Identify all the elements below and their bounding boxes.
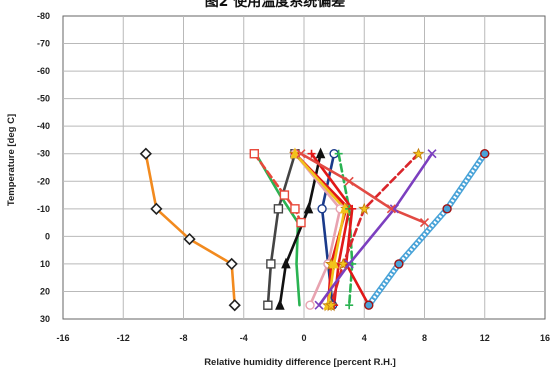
series-11-point-1	[348, 204, 357, 213]
series-line-4	[278, 152, 322, 307]
series-11-point-0	[307, 149, 316, 158]
series-12-point-1	[358, 202, 371, 215]
series-12-point-0	[412, 147, 425, 160]
x-tick-label-6: 8	[422, 333, 427, 343]
series-4-point-3	[275, 298, 285, 310]
x-tick-label-8: 16	[540, 333, 550, 343]
y-tick-label-4: -40	[37, 121, 50, 131]
series-6-point-3	[305, 300, 315, 310]
series-12-point-3	[325, 299, 338, 312]
series-line-14	[299, 152, 426, 224]
y-tick-label-6: -20	[37, 176, 50, 186]
series-line-10	[337, 152, 354, 307]
series-line-6	[293, 152, 342, 307]
series-10-point-0	[334, 149, 343, 158]
series-4-point-0	[315, 147, 326, 159]
y-tick-label-3: -50	[37, 94, 50, 104]
y-tick-label-1: -70	[37, 39, 50, 49]
series-0-point-1	[150, 202, 163, 215]
series-14-point-1	[344, 176, 354, 186]
y-tick-label-11: 30	[40, 314, 50, 324]
series-10-point-3	[345, 301, 354, 310]
series-line-11	[310, 152, 371, 307]
series-15-point-2	[394, 259, 404, 269]
series-0-point-4	[228, 299, 241, 312]
series-13-point-3	[314, 300, 324, 310]
x-tick-label-7: 12	[480, 333, 490, 343]
series-0-point-2	[183, 232, 196, 246]
series-0-point-3	[225, 257, 238, 271]
x-tick-label-0: -16	[56, 333, 69, 343]
series-13-point-0	[427, 149, 437, 159]
series-15-point-3	[364, 300, 374, 310]
x-axis-ticks: -16 -12 -8 -4 0 4 8 12 16	[56, 333, 550, 343]
y-tick-label-0: -80	[37, 11, 50, 21]
y-axis-ticks: -80 -70 -60 -50 -40 -30 -20 -10 0 10 20 30	[37, 11, 50, 324]
series-14-point-3	[419, 218, 430, 228]
series-line-15	[367, 152, 487, 307]
series-2-point-3	[296, 217, 306, 228]
series-3-point-3	[263, 300, 273, 310]
x-axis-label: Relative humidity difference [percent R.…	[204, 357, 396, 368]
series-13-point-1	[389, 204, 399, 214]
x-tick-label-5: 4	[362, 333, 367, 343]
series-line-9	[293, 152, 346, 307]
gridlines	[63, 16, 545, 319]
y-tick-label-2: -60	[37, 66, 50, 76]
x-tick-label-1: -12	[117, 333, 130, 343]
series-2-point-1	[279, 190, 290, 200]
series-9-point-2	[329, 257, 339, 269]
series-5-point-1	[317, 204, 327, 214]
series-15-point-1	[442, 204, 452, 214]
series-2-point-0	[249, 149, 259, 159]
y-tick-label-8: 0	[45, 231, 50, 241]
series-14-point-2	[386, 204, 396, 214]
series-13-point-2	[344, 259, 354, 269]
series-4-point-2	[281, 257, 291, 269]
series-3-point-2	[266, 259, 276, 269]
y-axis-label: Temperature [deg C]	[6, 114, 17, 206]
series-14-point-0	[296, 149, 306, 159]
series-line-12	[329, 152, 420, 307]
chart-title: 图2 使用温度系统偏差	[205, 0, 346, 10]
series-line-2	[253, 152, 303, 224]
y-tick-label-7: -10	[37, 204, 50, 214]
x-tick-label-3: -4	[240, 333, 248, 343]
x-tick-label-2: -8	[179, 333, 187, 343]
series-9-point-0	[290, 147, 300, 159]
series-2-point-2	[290, 204, 300, 214]
series-3-point-1	[273, 204, 284, 214]
series-15-point-0	[480, 149, 490, 159]
x-tick-label-4: 0	[301, 333, 306, 343]
y-tick-label-5: -30	[37, 149, 50, 159]
series-0-point-0	[139, 147, 152, 160]
y-tick-label-10: 20	[40, 286, 50, 296]
y-tick-label-9: 10	[40, 259, 50, 269]
series-line-3	[266, 152, 297, 307]
series-line-13	[317, 152, 434, 307]
series-4-point-1	[303, 202, 314, 214]
series-markers	[139, 147, 490, 312]
